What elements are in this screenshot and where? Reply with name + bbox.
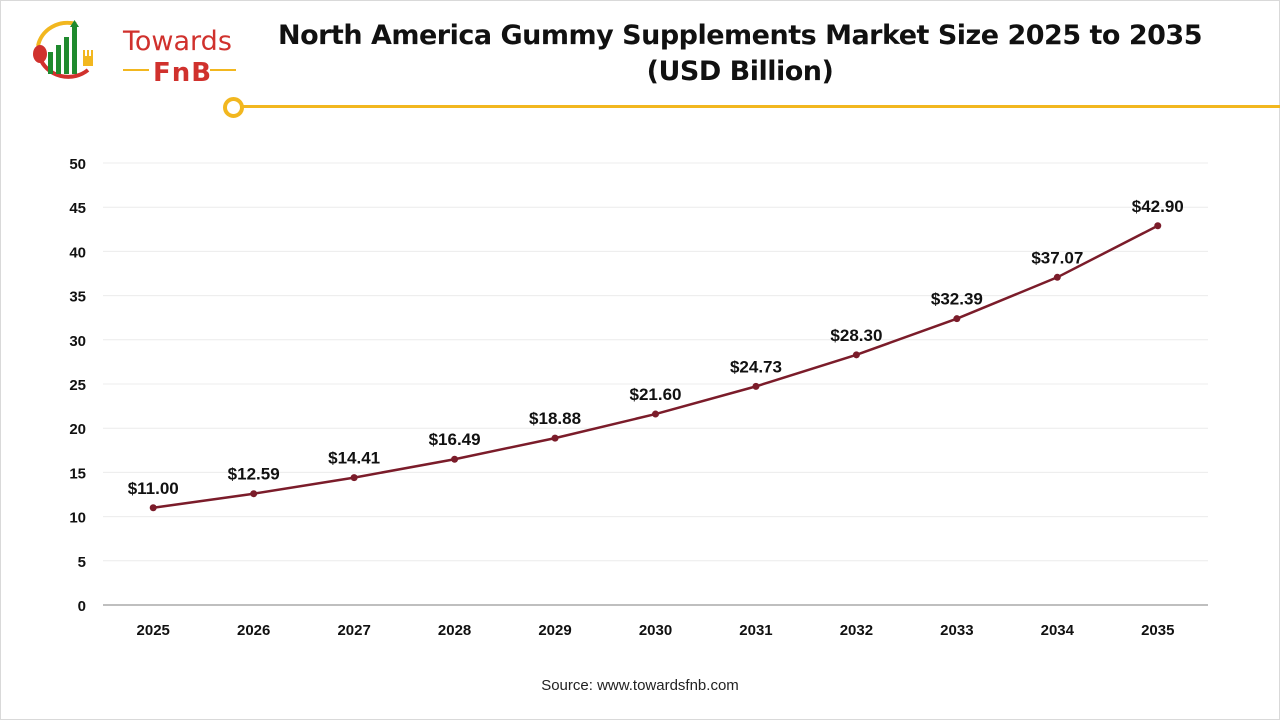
chart-title-line-1: North America Gummy Supplements Market S… (277, 20, 1203, 51)
x-tick-label: 2030 (639, 622, 672, 639)
source-note: Source: www.towardsfnb.com (541, 677, 739, 694)
data-label: $42.90 (1132, 197, 1184, 216)
data-point (652, 410, 659, 418)
data-point (551, 434, 559, 442)
data-label: $37.07 (1031, 248, 1083, 267)
data-point (1053, 273, 1061, 281)
data-point (752, 382, 760, 390)
x-tick-label: 2029 (538, 622, 571, 639)
data-label: $16.49 (429, 430, 481, 449)
data-point (953, 315, 961, 323)
chart-title: North America Gummy Supplements Market S… (270, 18, 1210, 90)
x-tick-label: 2035 (1141, 622, 1174, 639)
logo-icon (33, 20, 93, 79)
x-tick-label: 2032 (840, 622, 873, 639)
x-tick-label: 2025 (137, 622, 170, 639)
x-tick-label: 2028 (438, 622, 471, 639)
data-label: $12.59 (228, 465, 280, 484)
logo-text-fnb: FnB (153, 58, 213, 88)
logo-text-towards: Towards (123, 26, 232, 57)
y-tick-label: 20 (69, 421, 86, 438)
data-label: $21.60 (630, 385, 682, 404)
data-point (451, 455, 459, 463)
x-tick-label: 2033 (940, 622, 973, 639)
accent-circle (223, 97, 244, 118)
data-label: $14.41 (328, 449, 380, 468)
y-tick-label: 35 (69, 289, 86, 306)
logo-dash (210, 69, 236, 71)
x-tick-label: 2031 (739, 622, 772, 639)
x-tick-label: 2026 (237, 622, 270, 639)
x-tick-label: 2027 (337, 622, 370, 639)
accent-line (243, 105, 1280, 108)
data-point (852, 351, 860, 359)
y-tick-label: 45 (69, 200, 86, 217)
data-label: $11.00 (128, 479, 179, 498)
series-line (153, 224, 1159, 509)
logo-dash (123, 69, 149, 71)
chart-title-line-2: (USD Billion) (646, 56, 834, 87)
y-tick-label: 30 (69, 333, 86, 350)
data-label: $18.88 (529, 409, 581, 428)
data-label: $24.73 (730, 357, 782, 376)
y-tick-label: 25 (69, 377, 86, 394)
y-tick-label: 50 (69, 156, 86, 173)
data-label: $32.39 (931, 290, 983, 309)
x-tick-label: 2034 (1041, 622, 1075, 639)
data-point (149, 504, 157, 512)
logo: Towards FnB (26, 18, 236, 88)
data-point (250, 490, 258, 498)
y-tick-label: 5 (78, 554, 86, 571)
y-tick-label: 0 (78, 598, 86, 615)
y-tick-label: 15 (69, 465, 86, 482)
data-label: $28.30 (830, 326, 882, 345)
data-point (1154, 222, 1162, 230)
data-point (350, 474, 358, 482)
y-tick-label: 40 (69, 244, 86, 261)
y-tick-label: 10 (69, 510, 86, 527)
